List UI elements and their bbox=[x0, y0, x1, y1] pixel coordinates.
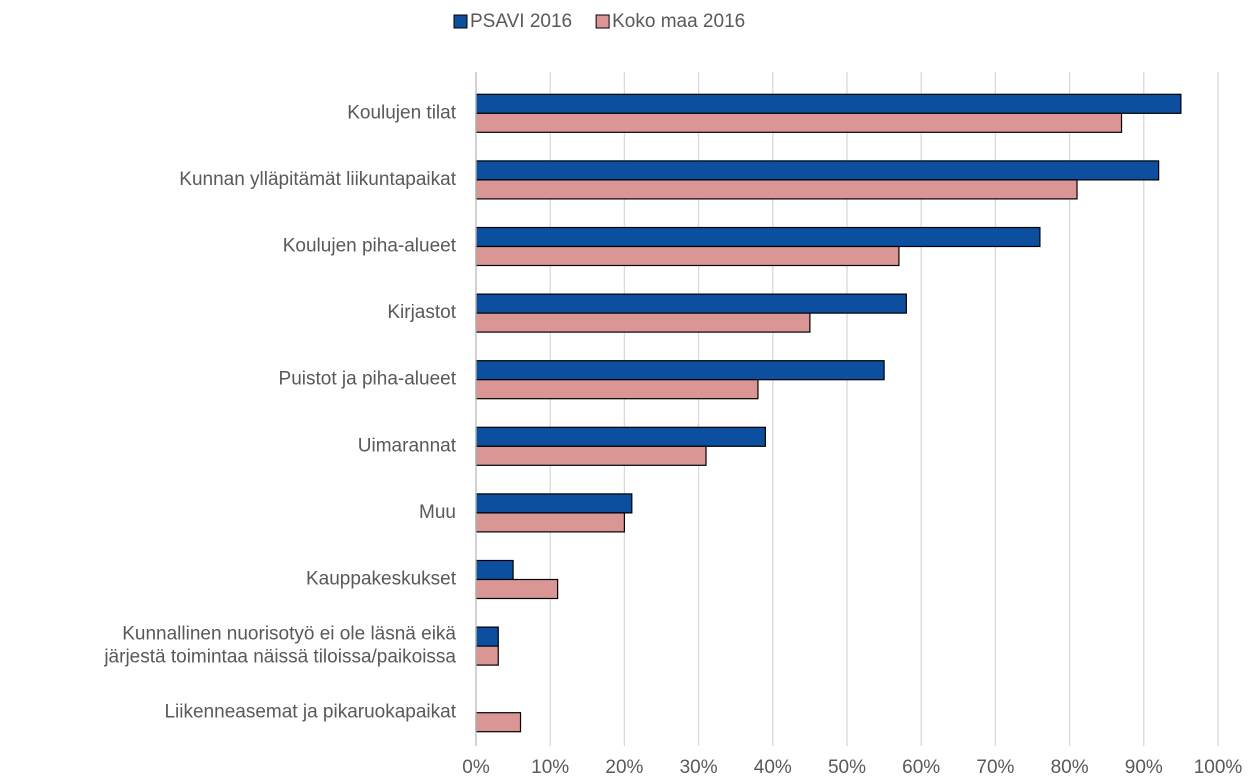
legend-label: Koko maa 2016 bbox=[612, 11, 745, 32]
bar bbox=[475, 626, 499, 647]
bar bbox=[475, 379, 759, 400]
bar bbox=[475, 93, 1182, 114]
x-tick-label: 100% bbox=[1194, 757, 1243, 778]
bar bbox=[475, 645, 499, 666]
bar bbox=[475, 360, 885, 381]
y-tick-label: Puistot ja piha-alueet bbox=[279, 369, 457, 390]
x-tick-label: 10% bbox=[531, 757, 569, 778]
y-tick-label: Kunnallinen nuorisotyö ei ole läsnä eikä bbox=[122, 624, 456, 645]
bar bbox=[475, 559, 514, 581]
legend-swatch bbox=[453, 14, 468, 29]
y-tick-label: Kirjastot bbox=[387, 302, 456, 323]
x-tick-label: 50% bbox=[828, 757, 866, 778]
x-tick-label: 80% bbox=[1051, 757, 1089, 778]
y-tick-label: Koulujen piha-alueet bbox=[283, 236, 457, 257]
x-tick-label: 60% bbox=[902, 757, 940, 778]
y-tick-label: Uimarannat bbox=[358, 435, 457, 456]
bar bbox=[475, 493, 633, 514]
bar bbox=[475, 445, 707, 466]
bar bbox=[475, 179, 1078, 200]
bar bbox=[475, 312, 811, 333]
bar bbox=[475, 578, 559, 600]
bar bbox=[475, 245, 900, 267]
legend-label: PSAVI 2016 bbox=[470, 11, 572, 32]
x-tick-label: 30% bbox=[680, 757, 718, 778]
y-tick-label: Liikenneasemat ja pikaruokapaikat bbox=[164, 702, 456, 723]
x-tick-label: 70% bbox=[976, 757, 1014, 778]
y-tick-label: Kauppakeskukset bbox=[306, 569, 457, 590]
legend-swatch bbox=[595, 14, 610, 29]
bar bbox=[475, 293, 907, 314]
x-tick-label: 0% bbox=[462, 757, 490, 778]
bar bbox=[475, 226, 1041, 248]
y-tick-label: järjestä toimintaa näissä tiloissa/paiko… bbox=[103, 647, 456, 668]
y-tick-label: Muu bbox=[419, 502, 456, 523]
y-tick-label: Kunnan ylläpitämät liikuntapaikat bbox=[179, 169, 456, 190]
bar bbox=[475, 160, 1160, 181]
bar bbox=[475, 112, 1123, 133]
bar bbox=[475, 512, 625, 533]
y-tick-label: Koulujen tilat bbox=[347, 102, 457, 123]
bar bbox=[475, 426, 766, 447]
bar bbox=[475, 712, 522, 733]
x-tick-label: 90% bbox=[1125, 757, 1163, 778]
x-tick-label: 40% bbox=[754, 757, 792, 778]
x-tick-label: 20% bbox=[605, 757, 643, 778]
